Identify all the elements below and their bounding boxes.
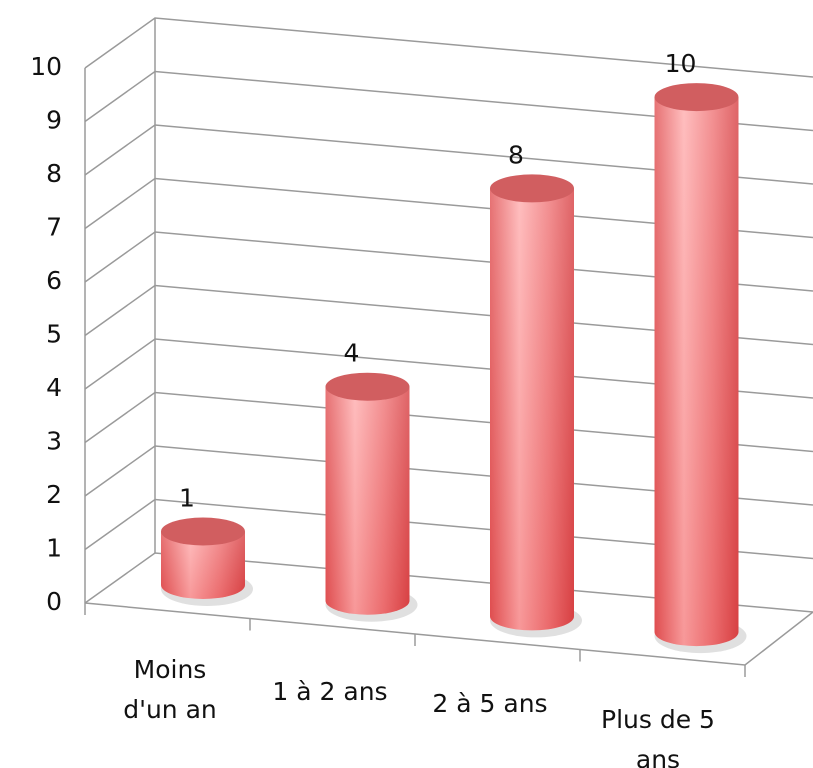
x-tick-label: Plus de 5 ans — [601, 705, 715, 768]
y-tick-label: 4 — [46, 373, 62, 402]
bar-shade — [654, 97, 739, 647]
bar-shade — [161, 531, 245, 599]
bar-top — [654, 83, 739, 112]
x-tick-label: 2 à 5 ans — [432, 689, 548, 718]
bar-top — [490, 174, 574, 203]
grid-line — [84, 231, 813, 292]
grid-line — [84, 338, 813, 399]
data-label: 8 — [508, 140, 524, 169]
data-label: 1 — [179, 484, 195, 513]
grid-line — [84, 17, 813, 78]
grid-line — [84, 284, 813, 346]
y-tick-label: 9 — [46, 106, 62, 135]
bar-shade — [490, 188, 574, 631]
y-tick-label: 5 — [46, 320, 62, 349]
data-label: 4 — [344, 339, 360, 368]
y-tick-label: 7 — [46, 213, 62, 242]
grid-line — [84, 70, 813, 132]
data-label: 10 — [665, 49, 697, 78]
bar-top — [161, 517, 245, 546]
grid-line — [84, 124, 813, 185]
y-tick-label: 0 — [46, 587, 62, 616]
y-tick-label: 6 — [46, 266, 62, 295]
grid-line — [84, 391, 813, 453]
y-tick-label: 2 — [46, 480, 62, 509]
x-tick-label: 1 à 2 ans — [272, 677, 388, 706]
grid-line — [84, 552, 813, 613]
grid-line — [84, 445, 813, 506]
bar-shade — [325, 386, 410, 615]
y-tick-label: 1 — [46, 534, 62, 563]
grid-line — [84, 498, 813, 560]
y-tick-label: 10 — [30, 52, 62, 81]
y-tick-label: 3 — [46, 427, 62, 456]
grid-line — [84, 177, 813, 239]
bar-top — [325, 372, 410, 401]
y-tick-label: 8 — [46, 159, 62, 188]
x-tick-label: Moins d'un an — [123, 655, 217, 724]
